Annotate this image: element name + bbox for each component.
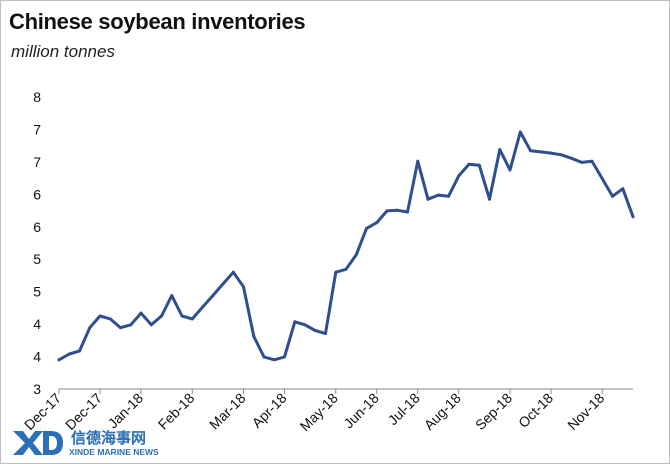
data-point [395,208,399,212]
data-point [139,311,143,315]
series-layer [57,130,635,362]
data-point [262,355,266,359]
data-point [365,226,368,230]
x-tick-label: Sep-18 [472,390,515,433]
y-tick-label: 5 [33,251,41,267]
inventory-series-line [57,130,635,362]
data-point [416,159,420,163]
data-point [180,314,184,318]
y-tick-label: 5 [33,284,41,300]
data-point [293,320,297,324]
x-tick-label: Mar-18 [206,390,249,433]
data-point [190,317,194,321]
data-point [559,153,563,157]
xinde-marine-news-logo: 信德海事网 XINDE MARINE NEWS [13,429,159,457]
y-tick-label: 4 [33,349,41,365]
data-point [149,323,153,327]
watermark-en-text: XINDE MARINE NEWS [69,447,159,457]
data-point [78,349,81,353]
x-tick-label: Jun-18 [340,390,382,432]
data-point [67,352,71,356]
data-point [467,162,471,166]
y-tick-label: 4 [33,316,41,332]
data-point [283,355,286,359]
data-point [88,326,92,330]
x-tick-label: Oct-18 [515,390,556,431]
data-point [406,210,409,214]
data-point [334,270,338,274]
data-point [488,197,491,201]
y-tick-label: 6 [33,186,41,202]
data-point [498,148,502,152]
watermark-cn-text: 信德海事网 [71,429,146,447]
data-point [518,130,522,134]
data-point [129,323,133,327]
data-point [549,151,553,155]
data-point [221,282,225,286]
data-point [375,221,379,225]
y-tick-label: 8 [33,89,41,105]
data-point [242,285,245,289]
chart-subtitle: million tonnes [11,42,115,61]
data-point [98,314,102,318]
data-point [272,358,276,362]
data-point [477,163,481,167]
data-point [354,253,358,257]
chart-title: Chinese soybean inventories [9,9,306,34]
y-tick-label: 7 [33,154,41,170]
data-point [303,323,307,327]
data-point [600,177,604,181]
data-point [529,149,532,153]
y-tick-label: 6 [33,219,41,235]
x-tick-label: Nov-18 [564,390,607,433]
data-point [385,209,389,213]
data-point [508,168,512,172]
data-point [436,193,440,197]
data-point [119,326,122,330]
data-point [211,294,215,298]
data-point [611,194,614,198]
xd-logo-mark [13,431,63,455]
x-tick-label: May-18 [297,390,341,434]
y-tick-labels: 8 7 7 6 6 5 5 4 4 3 [33,89,41,397]
x-tick-label: Aug-18 [421,390,464,433]
axis-layer [58,388,633,394]
data-point [426,197,430,201]
data-point [590,159,594,163]
data-point [201,305,204,309]
data-point [344,267,348,271]
data-point [539,150,543,154]
data-point [231,270,235,274]
y-tick-label: 7 [33,121,41,137]
data-point [570,156,573,160]
data-point [621,187,625,191]
data-point [324,332,327,335]
data-point [252,334,256,338]
data-point [57,358,61,362]
data-point [170,294,174,298]
data-point [447,194,450,198]
data-point [580,160,584,164]
data-point [631,215,635,219]
data-point [108,317,112,321]
x-tick-label: Apr-18 [249,390,290,431]
x-tick-label: Jul-18 [385,390,423,428]
data-point [160,314,163,318]
data-point [457,174,461,178]
data-point [313,329,317,333]
y-tick-label: 3 [33,381,41,397]
